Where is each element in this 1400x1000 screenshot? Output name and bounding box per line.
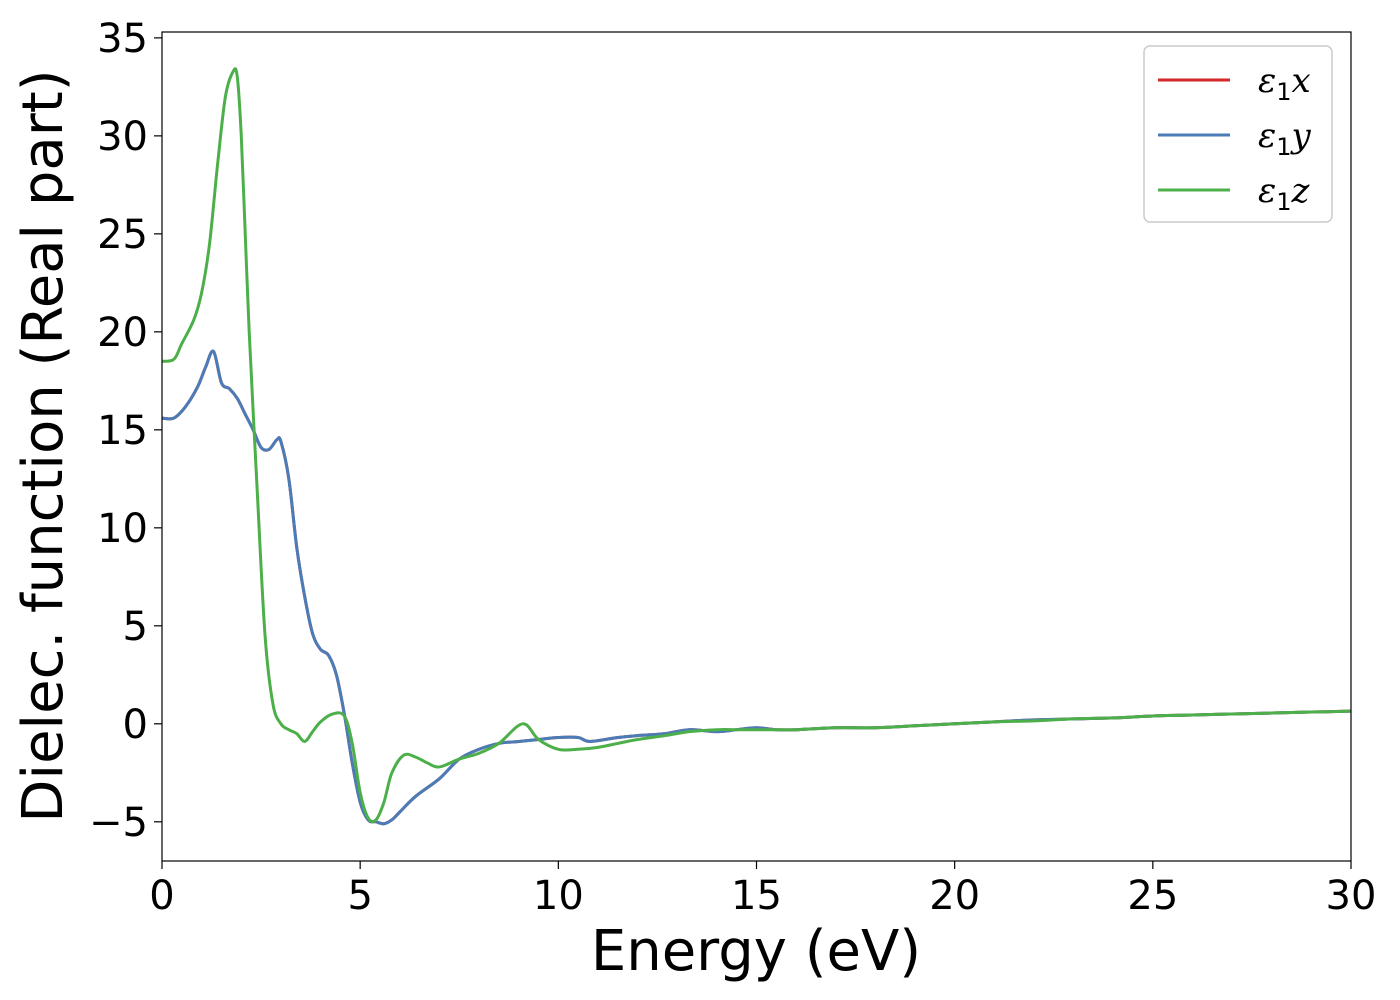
- legend-subscript: 1: [1276, 188, 1291, 216]
- legend-symbol: ε: [1258, 116, 1276, 156]
- series-line-z: [162, 67, 1351, 824]
- x-tick-label: 0: [149, 873, 174, 919]
- y-axis-ticks: −5 0 5 10 15 20 25 30 35: [89, 16, 162, 846]
- x-axis-label: Energy (eV): [591, 919, 921, 984]
- legend-variable: x: [1292, 61, 1311, 101]
- y-tick-label: 10: [97, 506, 148, 552]
- y-tick-label: −5: [89, 800, 148, 846]
- x-tick-label: 20: [929, 873, 980, 919]
- y-tick-label: 20: [97, 310, 148, 356]
- y-tick-label: 30: [97, 114, 148, 160]
- y-tick-label: 25: [97, 212, 148, 258]
- x-tick-label: 10: [533, 873, 584, 919]
- legend-subscript: 1: [1276, 78, 1291, 106]
- legend-subscript: 1: [1276, 133, 1291, 161]
- legend-label-z: ε1z: [1258, 171, 1311, 216]
- legend-variable: y: [1290, 116, 1312, 156]
- legend-label-x: ε1x: [1258, 61, 1311, 106]
- y-tick-label: 15: [97, 408, 148, 454]
- legend-label-y: ε1y: [1258, 116, 1312, 161]
- y-tick-label: 5: [123, 604, 148, 650]
- x-axis-ticks: 0 5 10 15 20 25 30: [149, 861, 1376, 919]
- series-layer: [162, 67, 1351, 826]
- x-tick-label: 25: [1127, 873, 1178, 919]
- legend-variable: z: [1291, 171, 1311, 211]
- legend-symbol: ε: [1258, 61, 1276, 101]
- x-tick-label: 15: [731, 873, 782, 919]
- y-tick-label: 35: [97, 16, 148, 62]
- legend-frame: [1143, 45, 1333, 223]
- x-tick-label: 5: [347, 873, 372, 919]
- legend-symbol: ε: [1258, 171, 1276, 211]
- y-tick-label: 0: [123, 702, 148, 748]
- x-tick-label: 30: [1326, 873, 1377, 919]
- y-axis-label: Dielec. function (Real part): [11, 69, 76, 822]
